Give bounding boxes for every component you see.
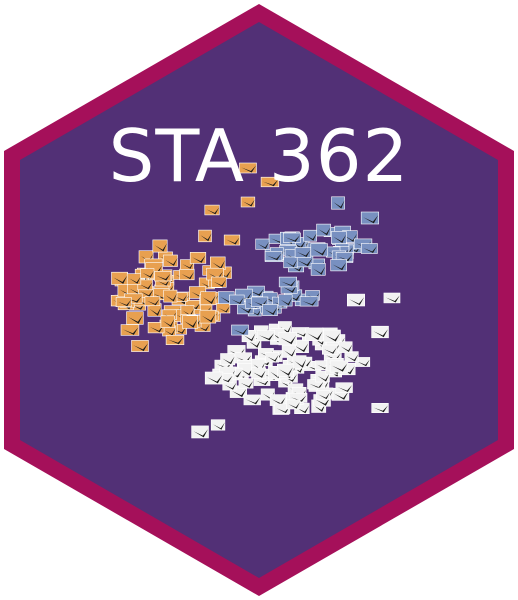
bird-thumbnail [111,271,129,285]
sticker-title: STA 362 [109,114,410,198]
bird-thumbnail [371,325,389,339]
bird-thumbnail [371,402,389,413]
bird-thumbnail [286,399,301,410]
bird-thumbnail [303,229,317,242]
bird-thumbnail [299,296,319,307]
bird-thumbnail [305,327,324,341]
bird-thumbnail [154,270,172,282]
bird-thumbnail [115,297,132,307]
bird-thumbnail [276,363,294,377]
bird-thumbnail [131,340,149,352]
bird-thumbnail [316,389,331,400]
bird-thumbnail [264,251,283,261]
bird-thumbnail [310,263,326,276]
bird-thumbnail [315,370,330,383]
bird-thumbnail [338,341,353,353]
bird-thumbnail [251,367,266,379]
bird-thumbnail [120,324,140,336]
bird-thumbnail [216,303,231,314]
bird-thumbnail [204,204,220,216]
bird-thumbnail [265,351,280,363]
bird-thumbnail [179,268,195,281]
bird-thumbnail [163,289,178,303]
bird-thumbnail [182,315,199,329]
bird-thumbnail [310,243,328,257]
bird-thumbnail [344,351,359,363]
bird-thumbnail [282,232,301,243]
bird-thumbnail [204,371,224,385]
bird-thumbnail [231,324,249,336]
bird-thumbnail [240,196,256,208]
bird-thumbnail [126,273,142,285]
bird-thumbnail [211,276,227,288]
bird-thumbnail [360,243,378,254]
bird-thumbnail [223,234,241,246]
bird-thumbnail [292,355,307,369]
bird-thumbnail [331,196,345,210]
bird-thumbnail [229,385,248,398]
bird-thumbnail [180,259,195,270]
bird-thumbnail [140,268,155,279]
bird-thumbnail [160,315,175,328]
bird-thumbnail [199,309,217,324]
bird-thumbnail [283,256,298,269]
bird-thumbnail [137,279,153,291]
bird-thumbnail [165,334,185,345]
bird-thumbnail [331,231,347,244]
image-scatter-cloud [110,162,401,439]
bird-thumbnail [163,254,178,267]
bird-thumbnail [144,296,161,307]
bird-thumbnail [243,394,261,406]
bird-thumbnail [360,211,380,225]
bird-thumbnail [329,360,349,373]
bird-thumbnail [239,162,257,174]
bird-thumbnail [262,304,278,316]
bird-thumbnail [210,256,226,270]
bird-thumbnail [260,176,280,188]
bird-thumbnail [294,247,312,258]
bird-thumbnail [126,311,144,325]
bird-thumbnail [330,259,347,272]
bird-thumbnail [323,329,341,343]
bird-thumbnail [278,332,297,346]
bird-thumbnail [220,353,236,366]
bird-thumbnail [255,238,270,250]
bird-thumbnail [229,294,245,305]
bird-thumbnail [278,276,298,288]
bird-thumbnail [383,292,401,304]
bird-thumbnail [256,330,276,342]
bird-thumbnail [198,229,212,243]
bird-thumbnail [191,425,209,439]
bird-thumbnail [335,382,353,393]
bird-thumbnail [189,252,207,264]
bird-thumbnail [238,378,254,389]
bird-thumbnail [346,293,365,307]
bird-thumbnail [316,223,331,237]
bird-thumbnail [210,419,226,431]
bird-thumbnail [278,294,293,307]
bird-thumbnail [321,344,338,355]
bird-thumbnail [200,291,217,306]
bird-thumbnail [152,239,168,253]
